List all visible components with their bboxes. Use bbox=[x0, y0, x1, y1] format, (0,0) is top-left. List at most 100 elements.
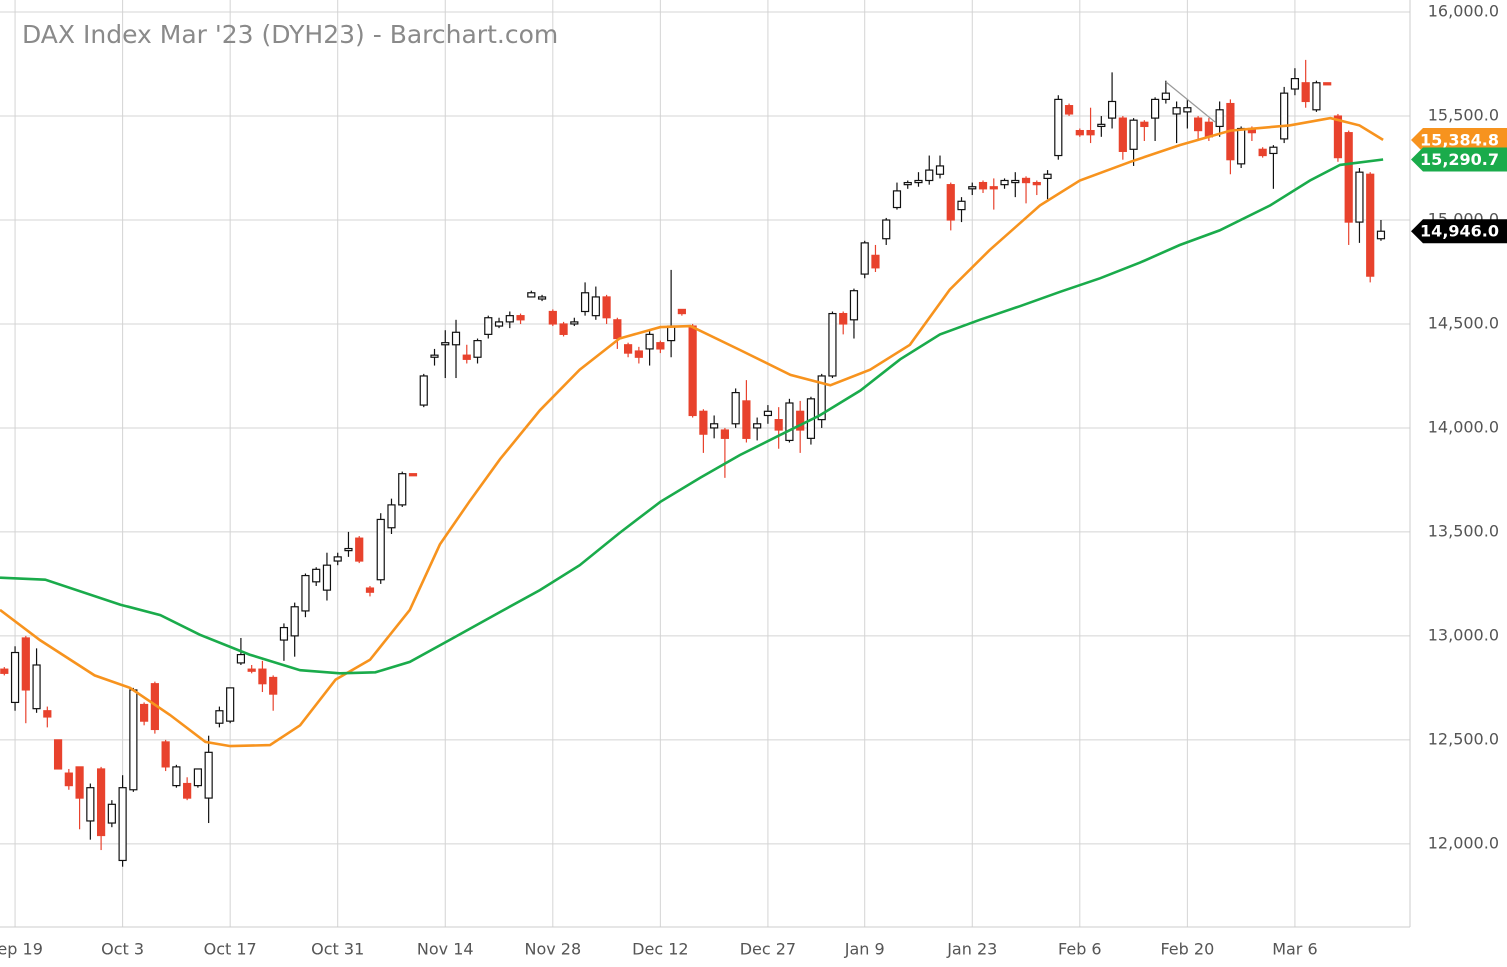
candle-body bbox=[699, 410, 708, 435]
candle-body bbox=[376, 518, 385, 581]
x-tick-label: Feb 20 bbox=[1160, 940, 1214, 959]
candle-body bbox=[1312, 82, 1321, 111]
candle-body bbox=[1107, 100, 1117, 119]
candle-body bbox=[860, 242, 869, 275]
candle-body bbox=[1376, 230, 1386, 240]
candle-body bbox=[96, 768, 106, 837]
candle-body bbox=[1043, 173, 1052, 180]
candle-body bbox=[1333, 115, 1343, 159]
candle-body bbox=[914, 179, 923, 184]
candle-body bbox=[43, 710, 52, 718]
candle-body bbox=[882, 219, 891, 240]
x-tick-label: Sep 19 bbox=[0, 940, 43, 959]
candle-body bbox=[1290, 78, 1300, 90]
candle-body bbox=[677, 308, 686, 315]
price-tag bbox=[1411, 219, 1507, 244]
candle-body bbox=[978, 181, 988, 190]
candle-body bbox=[957, 200, 966, 211]
candle-body bbox=[53, 739, 63, 770]
x-tick-label: Nov 14 bbox=[417, 940, 474, 959]
candle-body bbox=[742, 400, 751, 439]
candle-body bbox=[1172, 107, 1181, 115]
y-tick-label: 12,500.0 bbox=[1428, 729, 1499, 748]
candle-body bbox=[624, 344, 633, 354]
candle-body bbox=[570, 321, 579, 325]
candle-body bbox=[925, 169, 934, 182]
candle-body bbox=[516, 315, 525, 321]
candle-body bbox=[118, 787, 127, 862]
y-tick-label: 14,500.0 bbox=[1428, 313, 1499, 332]
candle-body bbox=[1064, 105, 1074, 115]
x-tick-label: Feb 6 bbox=[1058, 940, 1102, 959]
moving-average bbox=[0, 116, 1384, 748]
candle-body bbox=[140, 703, 149, 722]
candle-body bbox=[1301, 82, 1310, 103]
price-tag bbox=[1411, 147, 1507, 172]
candle-body bbox=[1215, 109, 1224, 128]
candle-body bbox=[1011, 179, 1020, 184]
y-tick-label: 12,000.0 bbox=[1428, 833, 1499, 852]
candle-body bbox=[505, 315, 514, 323]
candle-body bbox=[1237, 127, 1246, 165]
candle-body bbox=[839, 312, 848, 325]
candle-body bbox=[290, 606, 299, 637]
candle-body bbox=[86, 787, 95, 822]
candle-body bbox=[322, 564, 332, 591]
candle-body bbox=[10, 651, 20, 704]
candle-body bbox=[193, 768, 202, 787]
moving-average bbox=[0, 158, 1384, 675]
candle-body bbox=[1323, 82, 1332, 86]
x-tick-label: Oct 17 bbox=[204, 940, 257, 959]
candle-body bbox=[473, 340, 482, 358]
candle-body bbox=[21, 637, 30, 691]
candle-body bbox=[1000, 179, 1009, 186]
candle-body bbox=[935, 165, 945, 175]
candle-body bbox=[688, 325, 697, 417]
candle-body bbox=[946, 184, 955, 221]
candle-body bbox=[161, 741, 170, 768]
candle-body bbox=[451, 331, 461, 346]
y-tick-label: 13,000.0 bbox=[1428, 625, 1499, 644]
candle-body bbox=[258, 668, 267, 685]
candle-body bbox=[1151, 98, 1160, 119]
candle-body bbox=[107, 803, 116, 824]
price-tag-label: 15,290.7 bbox=[1420, 150, 1499, 169]
candle-body bbox=[494, 321, 504, 327]
candle-body bbox=[64, 772, 73, 787]
candle-body bbox=[0, 668, 9, 674]
candle-body bbox=[602, 296, 611, 319]
price-tag-label: 15,384.8 bbox=[1420, 130, 1499, 149]
candle-body bbox=[1280, 92, 1289, 140]
y-tick-label: 16,000.0 bbox=[1428, 2, 1499, 21]
grid bbox=[0, 0, 1410, 927]
candle-body bbox=[968, 186, 977, 190]
candle-body bbox=[796, 410, 805, 431]
candle-body bbox=[731, 391, 740, 425]
candle-body bbox=[344, 547, 353, 552]
candle-body bbox=[183, 782, 192, 799]
marks bbox=[0, 59, 1386, 867]
candle-body bbox=[634, 350, 643, 358]
candle-body bbox=[656, 342, 665, 350]
candle-body bbox=[1086, 129, 1095, 136]
candle-body bbox=[215, 710, 224, 724]
candle-body bbox=[430, 354, 439, 358]
candle-body bbox=[763, 410, 773, 417]
candle-body bbox=[817, 375, 826, 421]
y-tick-label: 13,500.0 bbox=[1428, 521, 1499, 540]
price-tag bbox=[1411, 127, 1507, 152]
trend-line bbox=[1165, 81, 1216, 123]
candle-body bbox=[129, 689, 138, 791]
candle-body bbox=[484, 317, 493, 335]
candle-body bbox=[559, 323, 568, 335]
candle-body bbox=[774, 419, 783, 431]
candle-body bbox=[892, 190, 902, 209]
x-tick-label: Jan 9 bbox=[844, 940, 885, 959]
candle-body bbox=[1183, 107, 1192, 113]
candle-body bbox=[419, 375, 428, 406]
candle-body bbox=[269, 676, 278, 695]
candle-body bbox=[1054, 98, 1063, 157]
